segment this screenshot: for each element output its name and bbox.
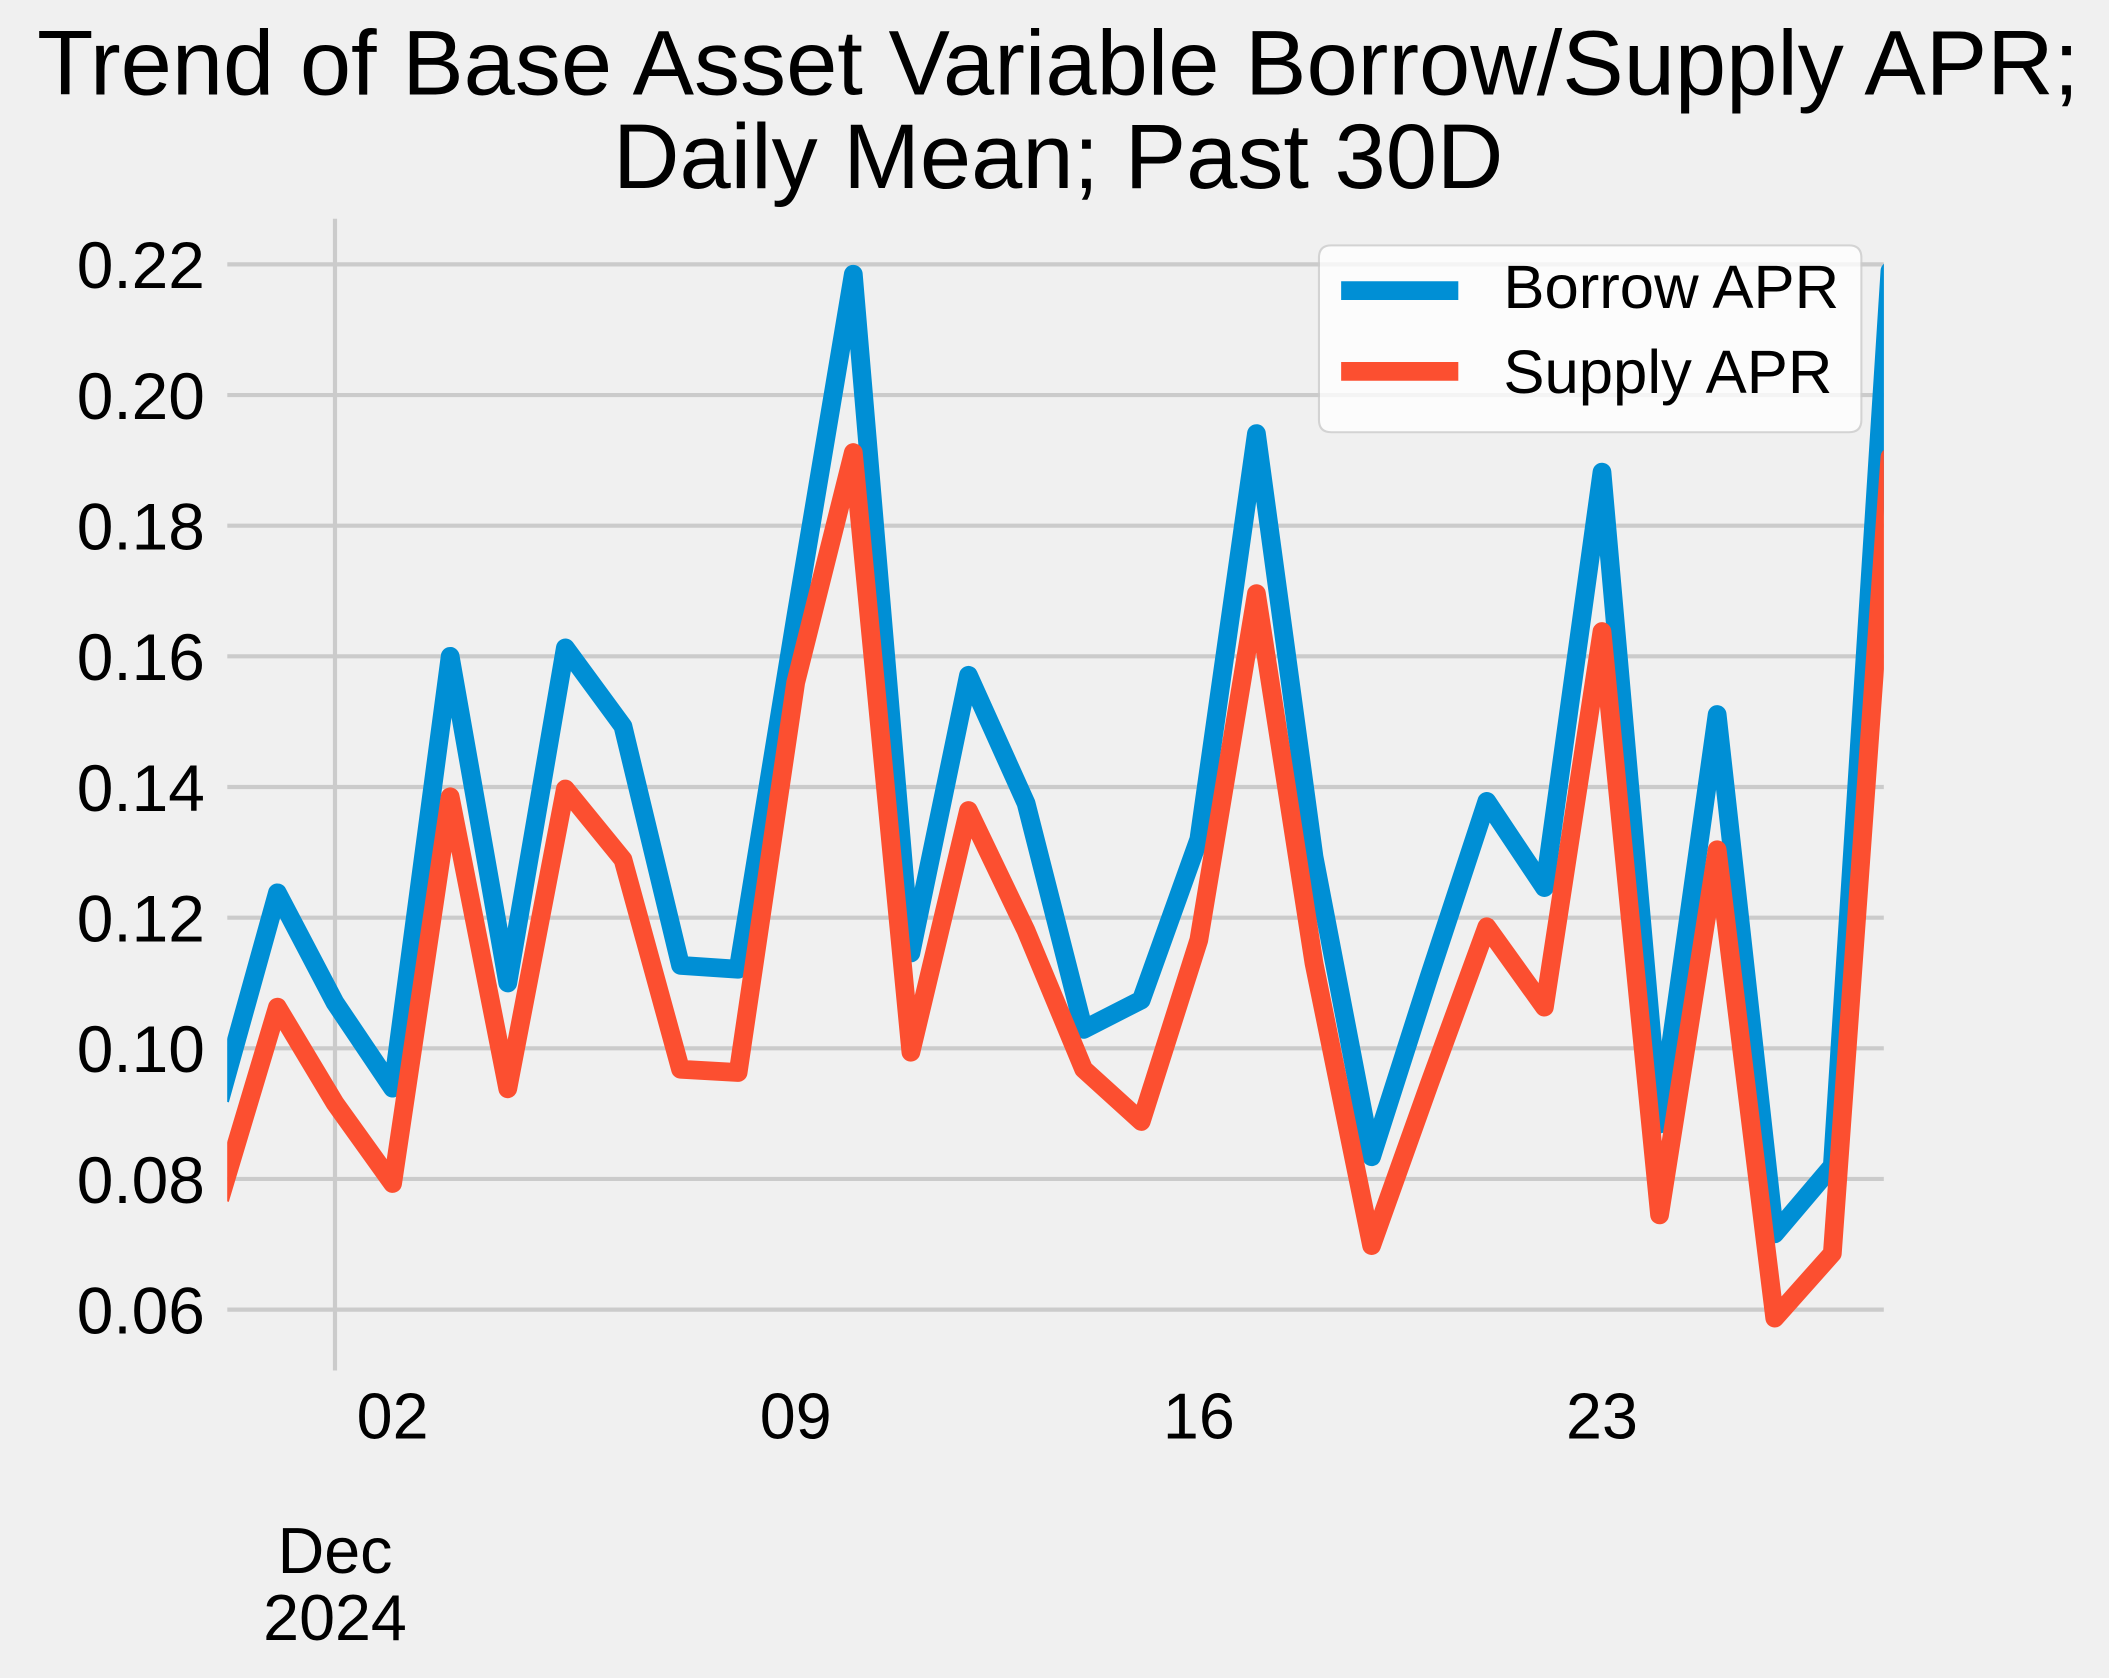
svg-text:Dec: Dec	[278, 1515, 393, 1587]
svg-text:0.12: 0.12	[77, 882, 205, 956]
svg-text:Trend of Base Asset Variable B: Trend of Base Asset Variable Borrow/Supp…	[37, 12, 2079, 115]
svg-text:23: 23	[1566, 1380, 1638, 1452]
svg-text:Borrow APR: Borrow APR	[1503, 253, 1839, 322]
svg-text:0.06: 0.06	[77, 1273, 205, 1347]
svg-text:0.18: 0.18	[77, 490, 205, 564]
svg-text:0.08: 0.08	[77, 1143, 205, 1217]
svg-text:0.16: 0.16	[77, 620, 205, 694]
svg-text:09: 09	[760, 1380, 832, 1452]
svg-text:02: 02	[357, 1380, 429, 1452]
svg-text:Daily Mean; Past 30D: Daily Mean; Past 30D	[613, 105, 1503, 208]
svg-text:0.20: 0.20	[77, 359, 205, 433]
svg-text:0.10: 0.10	[77, 1012, 205, 1086]
svg-text:2024: 2024	[263, 1582, 407, 1654]
svg-text:Supply APR: Supply APR	[1503, 338, 1832, 407]
svg-text:16: 16	[1163, 1380, 1235, 1452]
svg-text:0.14: 0.14	[77, 751, 205, 825]
svg-text:0.22: 0.22	[77, 228, 205, 302]
